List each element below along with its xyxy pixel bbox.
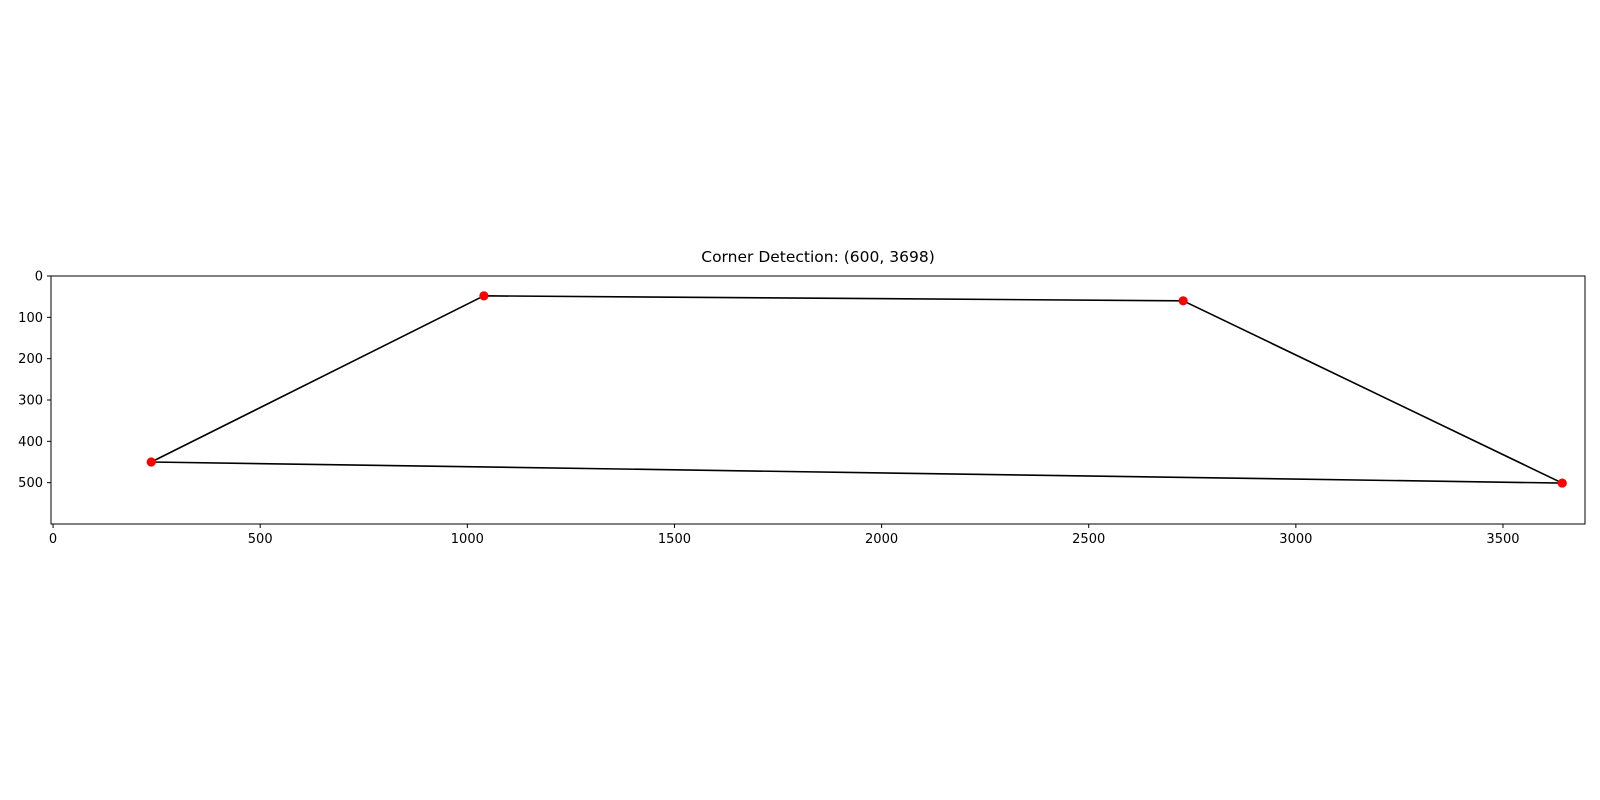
chart-title: Corner Detection: (600, 3698) [701,248,935,266]
y-tick-label: 500 [18,476,43,491]
x-tick-label: 3000 [1279,532,1312,547]
x-tick-label: 2000 [865,532,898,547]
y-tick-label: 100 [18,311,43,326]
plot-area [51,276,1585,524]
corner-point-3 [1178,296,1188,306]
x-tick-label: 1500 [658,532,691,547]
x-tick-label: 1000 [451,532,484,547]
x-tick-label: 0 [49,532,57,547]
x-tick-label: 3500 [1486,532,1519,547]
x-tick-label: 500 [248,532,273,547]
y-tick-label: 0 [35,270,43,285]
y-tick-label: 400 [18,435,43,450]
corner-point-2 [479,291,489,301]
y-tick-label: 200 [18,352,43,367]
y-tick-label: 300 [18,394,43,409]
corner-point-1 [146,457,156,467]
x-tick-label: 2500 [1072,532,1105,547]
corner-point-4 [1557,478,1567,488]
